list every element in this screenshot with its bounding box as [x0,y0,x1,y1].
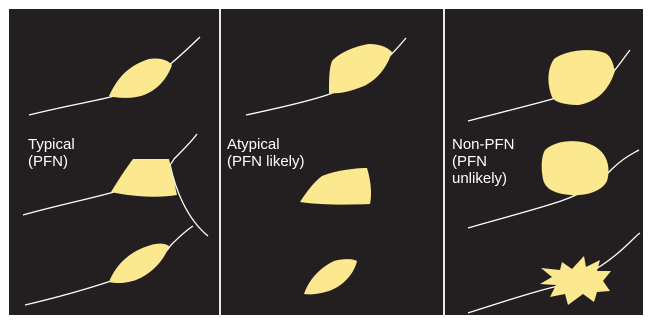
lentiform-nodule [109,58,172,98]
lentiform-nodule [109,243,169,284]
triangular-nodule [111,159,177,197]
panel-divider [219,9,221,315]
round-nodule [548,50,615,105]
typical-label: Typical (PFN) [28,136,75,170]
fissure-line [169,163,209,237]
non-pfn-label: Non-PFN (PFN unlikely) [452,136,515,187]
polygonal-nodule [329,44,392,94]
fissure-line [24,225,194,306]
panel-divider [443,9,445,315]
pfn-diagram: Typical (PFN) Atypical (PFN likely) Non-… [9,9,643,315]
fissure-line [28,36,201,116]
round-nodule [541,141,609,196]
detached-trapezoid-nodule [300,168,371,205]
atypical-label: Atypical (PFN likely) [227,136,305,170]
detached-lentiform-nodule [304,259,357,295]
spiculated-nodule [540,256,611,305]
non-pfn-panel-shapes [467,49,641,314]
atypical-panel-shapes [245,37,407,295]
nodule-illustrations [22,36,641,314]
typical-panel-shapes [22,36,209,306]
